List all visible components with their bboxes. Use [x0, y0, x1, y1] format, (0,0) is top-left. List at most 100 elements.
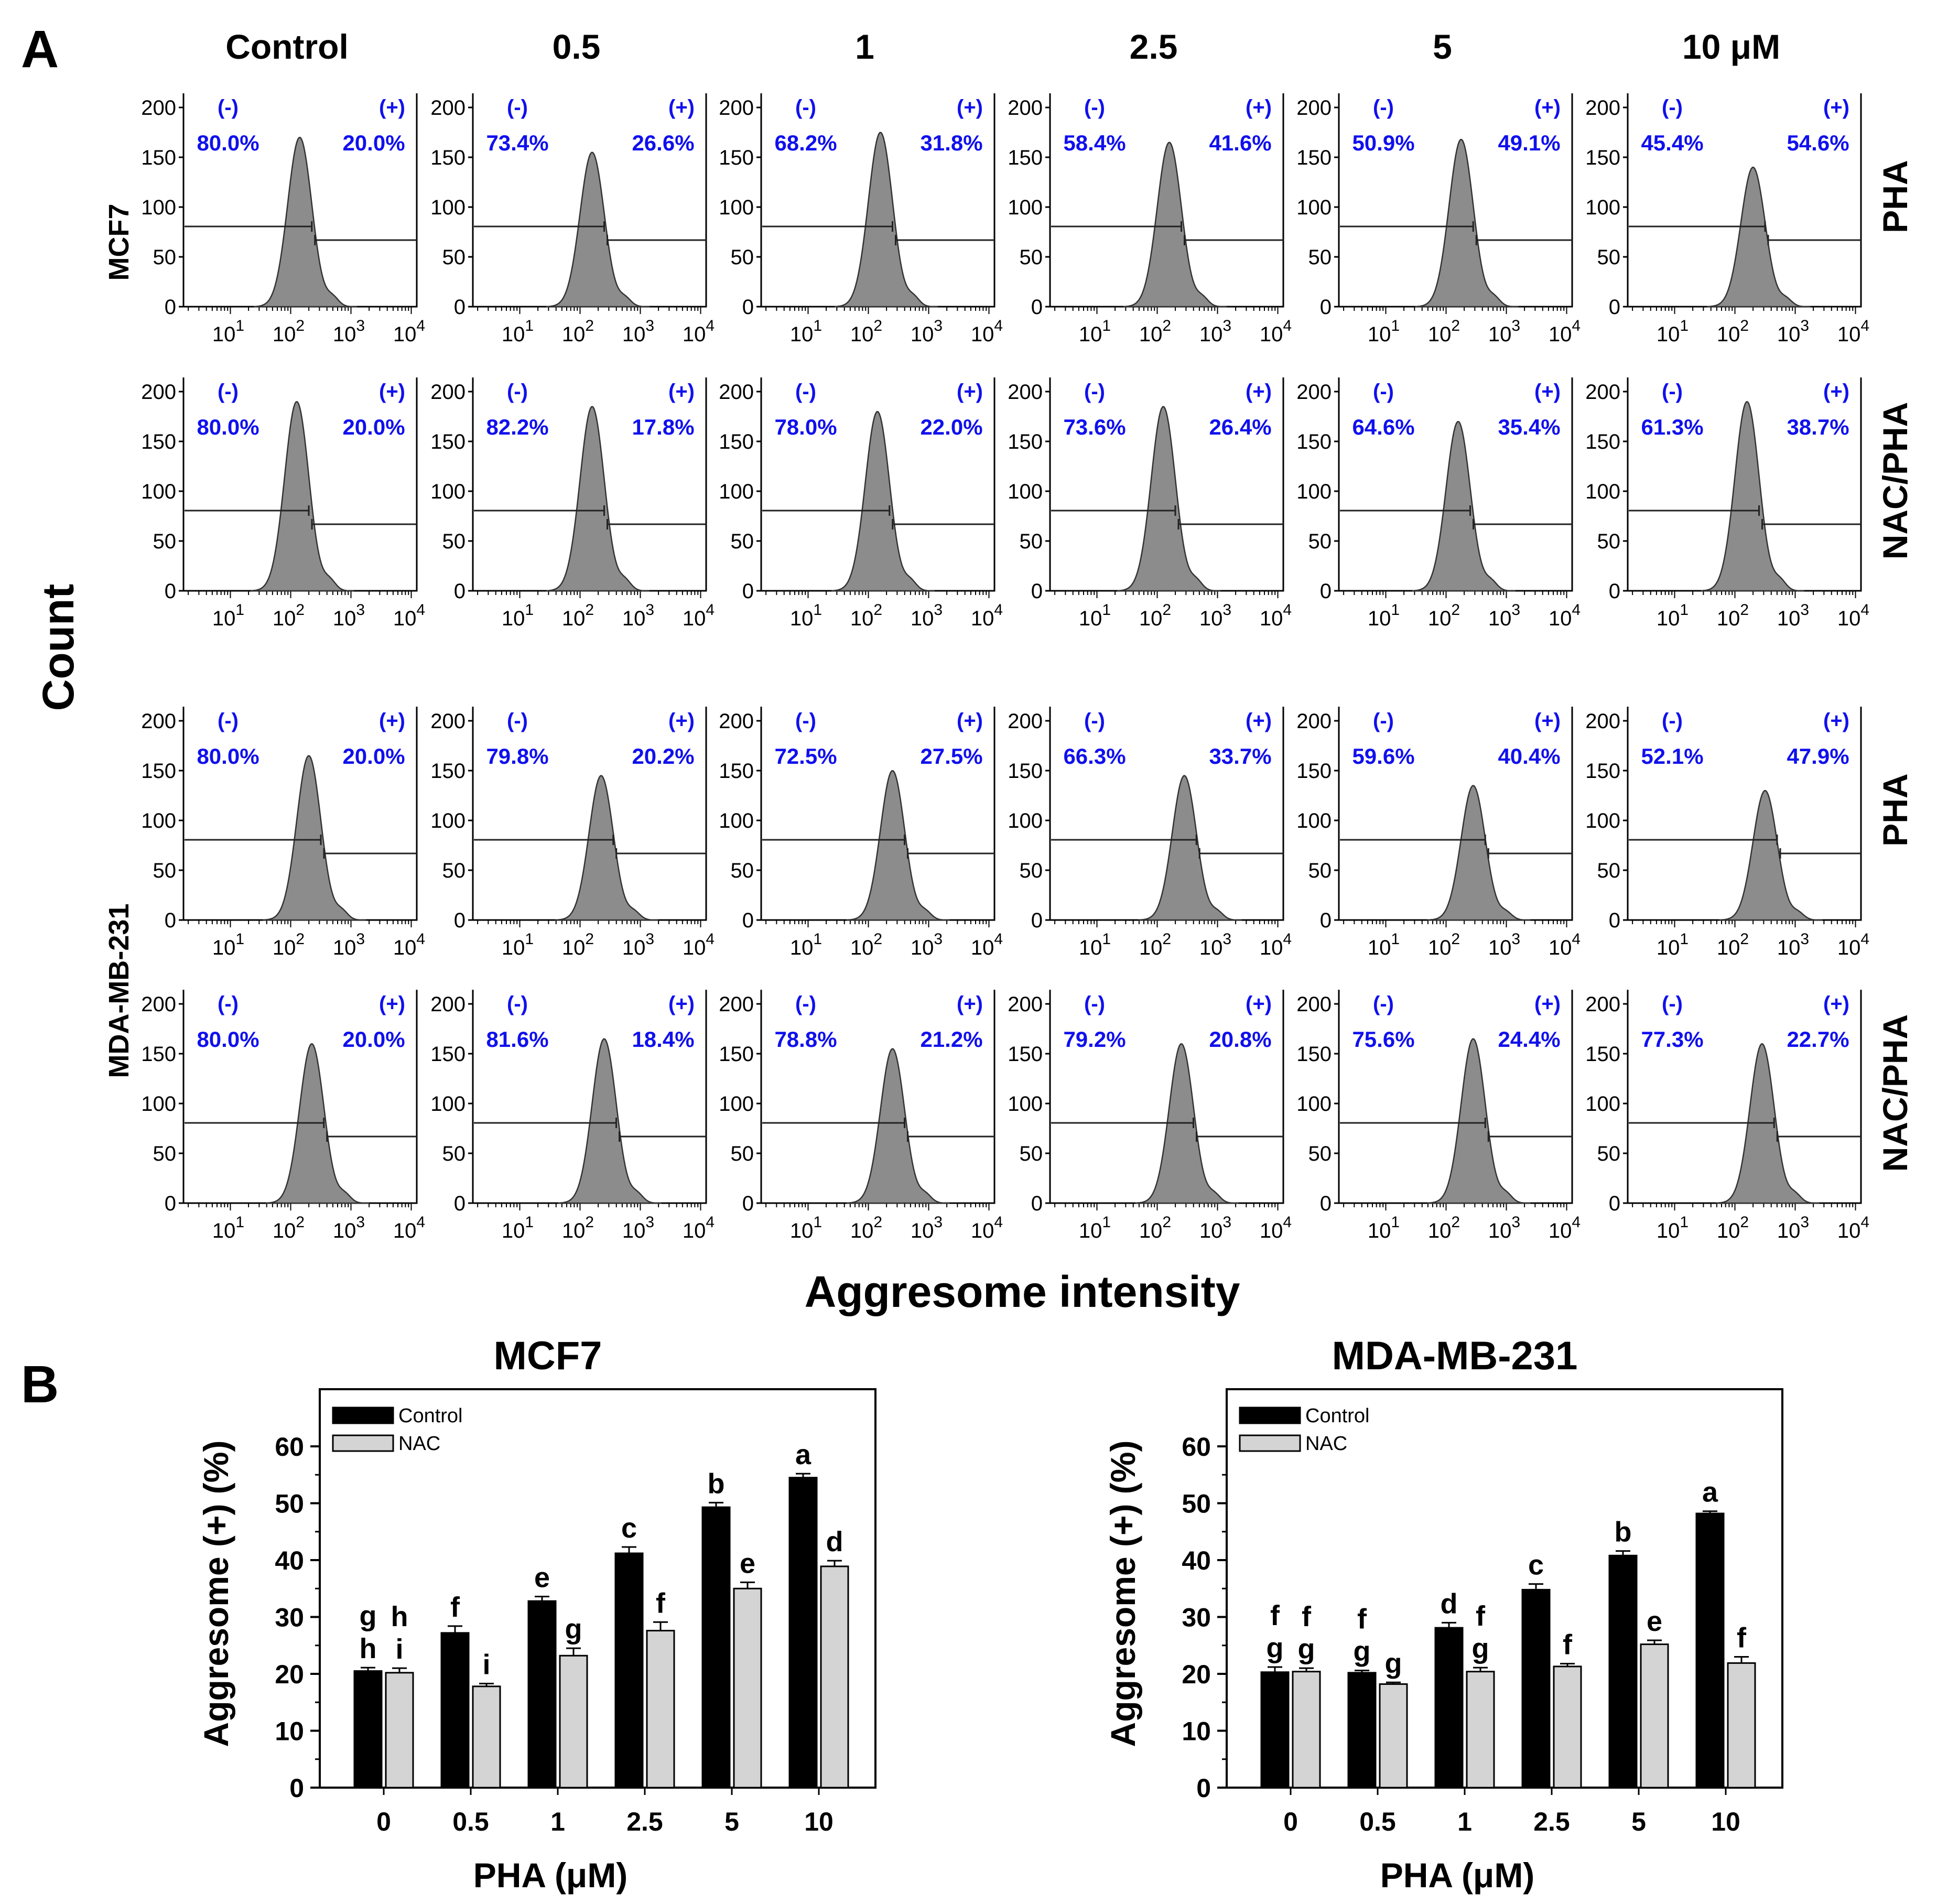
gate-negative-label: (-): [218, 992, 239, 1015]
gate-negative-label: (-): [795, 992, 816, 1015]
x-tick-label: 104: [1549, 1214, 1581, 1242]
x-tick-exponent: 4: [1283, 931, 1292, 948]
x-tick-label: 104: [1549, 931, 1581, 959]
y-tick-label: 150: [1296, 430, 1332, 453]
histogram-curve: [1123, 142, 1227, 308]
bar-nac-0.5: [1379, 1683, 1408, 1789]
x-tick-label: 103: [1777, 317, 1809, 346]
column-header-3: 2.5: [1130, 27, 1178, 66]
histogram-curve: [558, 1038, 662, 1204]
y-tick-label: 50: [1308, 530, 1332, 553]
x-tick-base: 10: [790, 607, 814, 630]
bar-control-2.5: [1521, 1588, 1551, 1789]
x-tick-label: 5: [724, 1807, 739, 1836]
positive-percent: 22.0%: [920, 415, 982, 439]
x-tick-base: 10: [212, 936, 236, 959]
x-tick-label: 103: [622, 317, 654, 346]
y-tick-label: 200: [1008, 96, 1043, 120]
bar-control-0: [1260, 1671, 1290, 1789]
y-tick-label: 200: [1296, 381, 1332, 404]
significance-letter: f: [1737, 1622, 1747, 1653]
x-tick-exponent: 1: [1102, 1214, 1111, 1231]
x-tick-exponent: 4: [1860, 931, 1869, 948]
x-tick-label: 104: [971, 931, 1003, 959]
y-tick-label: 100: [1585, 1092, 1620, 1116]
x-tick-exponent: 4: [706, 931, 715, 948]
x-tick-exponent: 3: [356, 601, 365, 619]
positive-percent: 49.1%: [1498, 131, 1560, 155]
x-tick-base: 10: [1260, 323, 1283, 346]
positive-percent: 26.4%: [1209, 415, 1271, 439]
y-tick-label: 200: [1585, 381, 1620, 404]
y-tick-label: 100: [141, 196, 176, 219]
y-tick-label: 0: [1320, 1192, 1332, 1215]
y-tick-label: 0: [742, 580, 754, 603]
y-tick-label: 150: [141, 760, 176, 783]
y-tick-label: 0: [1609, 1192, 1620, 1215]
y-tick-label: 200: [1585, 993, 1620, 1016]
gate-negative-label: (-): [1662, 380, 1683, 403]
x-tick-exponent: 4: [1860, 1214, 1869, 1231]
x-tick-label: 103: [333, 317, 365, 346]
gate-positive-label: (+): [957, 992, 983, 1015]
gate-negative-label: (-): [507, 992, 528, 1015]
gate-negative-label: (-): [795, 709, 816, 732]
x-tick-label: 102: [1717, 1214, 1749, 1242]
negative-percent: 72.5%: [774, 744, 837, 769]
x-tick-label: 2.5: [626, 1807, 663, 1836]
x-tick-base: 10: [1079, 607, 1102, 630]
x-tick-exponent: 1: [813, 1214, 822, 1231]
y-tick-label: 50: [1308, 859, 1332, 882]
negative-percent: 52.1%: [1641, 744, 1703, 769]
significance-letter: i: [395, 1633, 403, 1665]
x-tick-label: 104: [1260, 317, 1292, 346]
x-tick-exponent: 2: [1740, 317, 1749, 334]
y-tick-label: 0: [454, 580, 466, 603]
x-tick-label: 101: [502, 931, 534, 959]
histogram-curve: [555, 775, 658, 921]
x-tick-label: 103: [1199, 931, 1231, 959]
y-axis-label: Aggresome (+) (%): [197, 1441, 235, 1747]
x-tick-exponent: 1: [1391, 1214, 1400, 1231]
x-tick-base: 10: [911, 936, 934, 959]
bar-nac-10: [820, 1565, 849, 1789]
y-tick-label: 10: [275, 1717, 304, 1746]
x-tick-exponent: 4: [1572, 1214, 1581, 1231]
negative-percent: 75.6%: [1352, 1027, 1414, 1052]
y-tick-label: 150: [430, 760, 466, 783]
x-tick-base: 10: [212, 323, 236, 346]
y-tick-label: 50: [1597, 859, 1621, 882]
x-tick-base: 10: [333, 607, 356, 630]
y-tick-label: 150: [141, 146, 176, 169]
panel-label-a: A: [21, 20, 59, 79]
x-tick-exponent: 1: [1102, 601, 1111, 619]
x-tick-label: 101: [1079, 317, 1111, 346]
y-tick-label: 0: [454, 1192, 466, 1215]
legend-label-0: Control: [398, 1405, 463, 1427]
y-tick-label: 50: [1597, 246, 1621, 269]
x-tick-exponent: 2: [1162, 601, 1171, 619]
negative-percent: 80.0%: [197, 131, 259, 155]
significance-letter: i: [482, 1649, 490, 1680]
x-tick-base: 10: [1368, 936, 1391, 959]
y-tick-label: 200: [430, 993, 466, 1016]
y-tick-label: 150: [719, 1043, 754, 1066]
histogram-curve: [1138, 775, 1242, 921]
x-tick-label: 103: [333, 931, 365, 959]
gate-positive-label: (+): [1246, 709, 1272, 732]
x-tick-base: 10: [1657, 936, 1680, 959]
negative-percent: 77.3%: [1641, 1027, 1703, 1052]
y-tick-label: 50: [1182, 1489, 1211, 1519]
x-tick-label: 101: [212, 931, 244, 959]
gate-negative-label: (-): [795, 96, 816, 119]
x-tick-exponent: 2: [873, 931, 882, 948]
positive-percent: 26.6%: [632, 131, 694, 155]
significance-letter: g: [1472, 1633, 1489, 1664]
y-tick-label: 200: [1008, 993, 1043, 1016]
x-tick-base: 10: [562, 936, 586, 959]
